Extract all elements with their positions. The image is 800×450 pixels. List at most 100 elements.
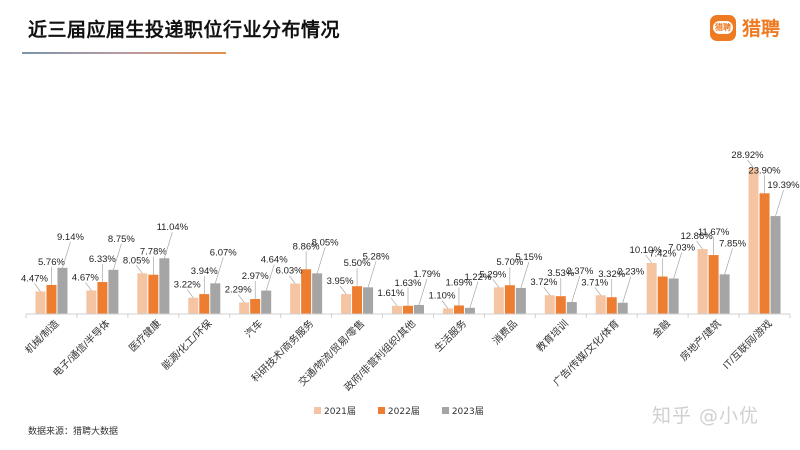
leader-line (724, 248, 733, 275)
bar-2022届-11 (606, 297, 617, 314)
leader-line (62, 241, 71, 268)
legend-item-2023: 2023届 (441, 404, 484, 417)
data-label: 3.22% (174, 280, 201, 291)
bar-2021届-4 (239, 302, 250, 314)
bar-2022届-4 (250, 299, 261, 314)
bar-2022届-12 (657, 276, 668, 314)
title-underline (22, 52, 226, 54)
leader-line (492, 279, 500, 288)
data-label: 8.05% (312, 237, 339, 248)
data-label: 2.37% (566, 266, 593, 277)
bar-2023届-10 (566, 302, 577, 314)
bar-2021届-9 (493, 287, 504, 314)
bar-2023届-9 (515, 287, 526, 314)
bar-2023届-12 (668, 278, 679, 314)
data-label: 28.92% (731, 150, 764, 161)
bar-2023届-2 (159, 258, 170, 314)
leader-line (594, 287, 601, 296)
x-tick-label: 机械/制造 (22, 317, 61, 356)
bar-2021届-10 (544, 295, 555, 314)
x-tick-label: IT/互联网/游戏 (720, 317, 775, 372)
data-label: 1.10% (428, 290, 455, 301)
leader-line (164, 232, 173, 259)
leader-line (136, 265, 143, 274)
x-tick-label: 能源/化工/环保 (159, 317, 215, 373)
logo-mark-text: 猎聘 (713, 21, 733, 34)
bars-layer (35, 167, 781, 314)
data-label: 6.03% (276, 266, 303, 277)
bar-2023届-3 (210, 283, 221, 314)
data-label: 4.47% (21, 273, 48, 284)
bar-2021届-7 (392, 305, 402, 314)
data-label: 7.03% (668, 242, 695, 253)
bar-2022届-2 (148, 274, 159, 314)
legend-swatch-2021 (314, 407, 321, 414)
data-label: 1.79% (414, 269, 441, 280)
bar-2021届-8 (442, 308, 453, 314)
data-source: 数据来源：猎聘大数据 (28, 427, 119, 437)
data-label: 3.72% (530, 277, 557, 288)
x-tick-label: 医疗健康 (126, 317, 163, 354)
bar-2023届-13 (719, 274, 730, 314)
data-label: 7.85% (719, 238, 746, 249)
leader-line (775, 189, 784, 217)
data-label: 3.71% (581, 277, 608, 288)
legend-item-2022: 2022届 (377, 404, 420, 417)
leader-line (520, 261, 530, 289)
bar-2022届-7 (403, 305, 413, 314)
data-label: 8.86% (293, 241, 320, 252)
data-label: 19.39% (767, 180, 800, 191)
data-label: 5.15% (515, 252, 542, 263)
leader-line (469, 281, 479, 308)
data-label: 2.29% (225, 284, 252, 295)
bar-2021届-6 (341, 294, 352, 314)
legend-swatch-2023 (441, 407, 449, 414)
data-label: 11.67% (698, 227, 730, 238)
bar-2023届-0 (57, 267, 68, 314)
logo-text: 猎聘 (742, 18, 781, 40)
data-label: 7.42% (649, 249, 676, 260)
x-tick-label: 金融 (649, 317, 672, 340)
x-tick-label: 汽车 (242, 317, 265, 340)
data-label: 1.22% (464, 272, 491, 283)
data-label: 4.64% (261, 255, 288, 266)
leader-line (390, 297, 398, 307)
bar-2023届-8 (464, 307, 475, 314)
leader-line (543, 287, 551, 296)
leader-line (113, 243, 122, 270)
liepin-logo-icon: 猎聘 (710, 14, 736, 41)
legend-item-2021: 2021届 (314, 404, 356, 417)
bar-2021届-11 (595, 295, 606, 314)
bar-2022届-8 (453, 305, 464, 314)
data-label: 5.76% (38, 257, 65, 268)
bar-2023届-5 (312, 273, 323, 314)
legend-swatch-2022 (377, 407, 385, 414)
data-label: 8.05% (123, 255, 150, 266)
bar-2023届-6 (363, 287, 374, 314)
leader-line (673, 252, 682, 279)
data-label: 5.70% (496, 257, 523, 268)
leader-line (418, 278, 428, 306)
bar-2023届-4 (261, 290, 272, 314)
watermark: 知乎 @小优 (652, 405, 760, 427)
data-label: 3.95% (327, 276, 354, 287)
leader-line (34, 283, 41, 292)
bar-2021届-2 (137, 273, 148, 314)
leader-line (339, 285, 347, 295)
legend-label-2023: 2023届 (451, 407, 484, 417)
leader-line (288, 275, 296, 284)
x-tick-label: 消费品 (490, 317, 520, 347)
legend-label-2022: 2022届 (387, 407, 420, 417)
leader-line (265, 264, 275, 291)
bar-2023届-11 (617, 302, 628, 314)
data-label: 12.86% (680, 231, 713, 242)
data-label: 6.33% (89, 254, 116, 265)
bar-2021届-0 (35, 291, 46, 314)
bar-2023届-14 (770, 216, 781, 314)
data-label: 5.50% (344, 258, 371, 269)
bar-2022届-9 (504, 285, 515, 314)
leader-line (367, 261, 377, 288)
bar-2022届-1 (97, 282, 108, 314)
